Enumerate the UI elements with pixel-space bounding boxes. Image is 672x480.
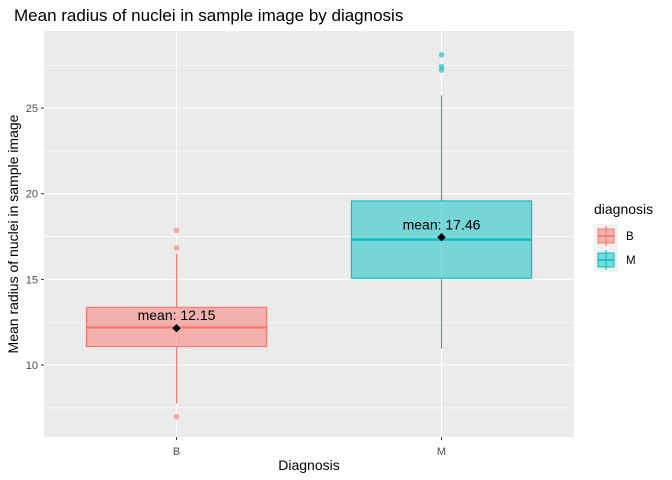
x-tick-label: M — [437, 446, 446, 458]
box-series: mean: 12.15 mean: 17.46 — [85, 52, 533, 420]
chart-title: Mean radius of nuclei in sample image by… — [14, 6, 403, 25]
legend: diagnosis BM — [594, 201, 653, 272]
x-tick-label: B — [173, 446, 180, 458]
legend-title: diagnosis — [594, 201, 653, 217]
legend-key-b — [594, 224, 618, 248]
legend-label: M — [626, 255, 636, 267]
mean-marker — [172, 324, 181, 333]
outlier-point — [173, 245, 180, 251]
legend-key-m — [594, 248, 618, 272]
mean-marker — [437, 233, 446, 242]
y-tick-label: 20 — [26, 189, 38, 201]
y-axis-title: Mean radius of nuclei in sample image — [5, 114, 21, 353]
mean-label: mean: 17.46 — [403, 216, 481, 232]
outlier-point — [173, 227, 180, 234]
x-axis-title: Diagnosis — [278, 457, 339, 473]
mean-label: mean: 12.15 — [138, 307, 216, 323]
outlier-point — [438, 63, 445, 70]
y-tick-label: 25 — [26, 103, 38, 115]
y-axis-ticks: 10 15 20 25 — [26, 103, 44, 372]
outlier-point — [173, 413, 180, 420]
box-b: mean: 12.15 — [85, 227, 268, 420]
y-tick-label: 15 — [26, 274, 38, 286]
y-tick-label: 10 — [26, 360, 38, 372]
box-m: mean: 17.46 — [350, 52, 533, 349]
legend-label: B — [626, 231, 634, 243]
outlier-point — [438, 52, 445, 58]
